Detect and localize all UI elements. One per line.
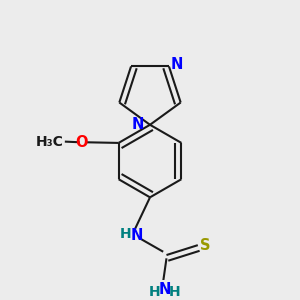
Text: S: S — [200, 238, 210, 253]
Text: N: N — [131, 117, 144, 132]
Text: H₃C: H₃C — [35, 135, 63, 148]
Text: H: H — [168, 285, 180, 299]
Text: N: N — [159, 282, 171, 297]
Text: O: O — [75, 135, 88, 150]
Text: N: N — [171, 57, 183, 72]
Text: H: H — [149, 285, 161, 299]
Text: H: H — [120, 226, 132, 241]
Text: N: N — [130, 228, 143, 243]
